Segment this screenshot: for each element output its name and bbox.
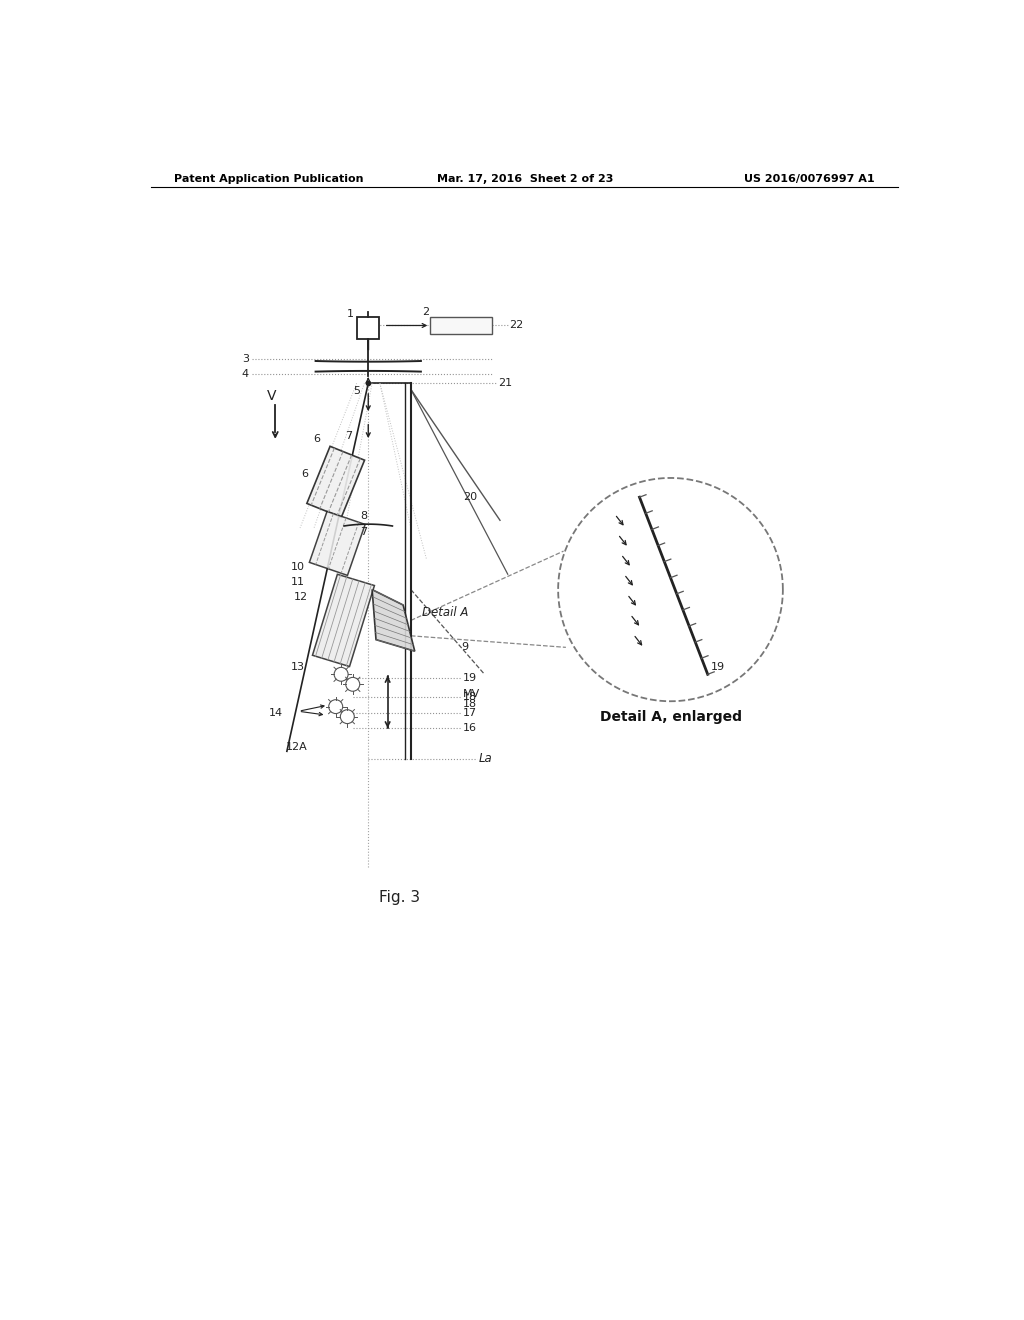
Text: 4: 4 (242, 370, 249, 379)
Text: 12: 12 (294, 593, 308, 602)
Text: 17: 17 (463, 708, 477, 718)
Text: V: V (266, 388, 276, 403)
FancyBboxPatch shape (430, 317, 493, 334)
Text: Mar. 17, 2016  Sheet 2 of 23: Mar. 17, 2016 Sheet 2 of 23 (436, 174, 613, 185)
Circle shape (329, 700, 343, 714)
Text: 19: 19 (711, 661, 725, 672)
Text: Patent Application Publication: Patent Application Publication (174, 174, 364, 185)
Text: 21: 21 (499, 379, 513, 388)
Text: 3: 3 (242, 354, 249, 363)
Text: 7: 7 (345, 430, 352, 441)
Circle shape (340, 710, 354, 723)
Circle shape (346, 677, 359, 692)
Text: 14: 14 (269, 708, 283, 718)
Text: Fig. 3: Fig. 3 (379, 890, 420, 906)
Text: 6: 6 (301, 469, 308, 479)
Polygon shape (372, 590, 415, 651)
Text: 22: 22 (509, 321, 523, 330)
Text: 18: 18 (463, 698, 477, 709)
Text: 1: 1 (347, 309, 354, 319)
Text: 13: 13 (291, 661, 305, 672)
FancyBboxPatch shape (357, 317, 379, 339)
Text: La: La (478, 752, 493, 766)
Text: 11: 11 (291, 577, 305, 587)
Text: 7: 7 (360, 527, 368, 537)
Text: 6: 6 (313, 434, 321, 445)
Text: 18: 18 (463, 693, 477, 702)
Text: 5: 5 (353, 385, 360, 396)
Text: 19: 19 (463, 673, 477, 684)
Text: 2: 2 (423, 308, 430, 317)
Polygon shape (307, 446, 365, 517)
Text: 16: 16 (463, 723, 477, 733)
Text: 20: 20 (463, 492, 477, 502)
Text: 12A: 12A (286, 742, 308, 752)
Polygon shape (312, 574, 375, 667)
Text: 8: 8 (360, 511, 368, 521)
Text: US 2016/0076997 A1: US 2016/0076997 A1 (744, 174, 876, 185)
Text: MV: MV (463, 689, 480, 698)
Text: 10: 10 (291, 561, 305, 572)
Polygon shape (309, 511, 366, 576)
Text: 9: 9 (461, 643, 468, 652)
Text: Detail A, enlarged: Detail A, enlarged (599, 710, 741, 723)
Circle shape (334, 668, 348, 681)
Text: Detail A: Detail A (423, 606, 469, 619)
